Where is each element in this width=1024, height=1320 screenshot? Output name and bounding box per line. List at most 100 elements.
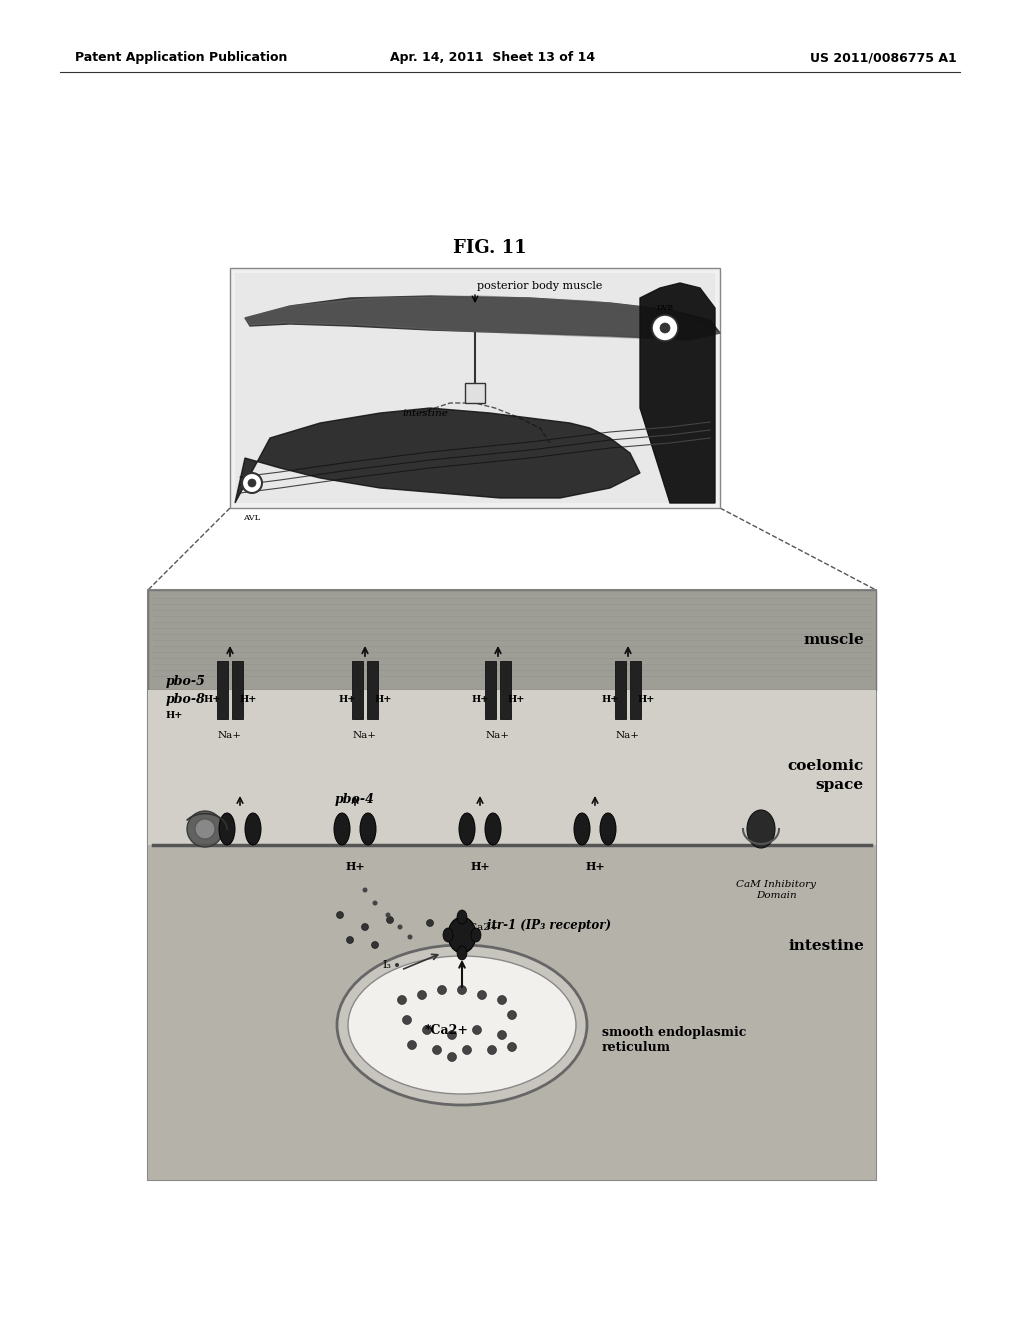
Circle shape [187,810,223,847]
Circle shape [372,941,379,949]
Bar [232,661,243,719]
Text: Na+: Na+ [616,730,640,739]
Text: Na+: Na+ [218,730,242,739]
Bar [148,590,876,690]
Text: H+: H+ [507,696,524,705]
Polygon shape [234,408,640,503]
Ellipse shape [449,917,476,953]
Circle shape [195,818,215,840]
Circle shape [397,924,402,929]
Polygon shape [640,282,715,503]
Circle shape [447,1031,457,1040]
Circle shape [362,887,368,892]
Bar [615,661,626,719]
Circle shape [660,323,670,333]
Bar [148,590,876,1180]
Circle shape [447,1052,457,1061]
Circle shape [498,995,507,1005]
Circle shape [452,929,459,936]
Text: FIG. 11: FIG. 11 [454,239,526,257]
Ellipse shape [443,928,453,942]
Text: pbo-4: pbo-4 [335,792,375,805]
Circle shape [652,315,678,341]
Text: H+: H+ [338,696,355,705]
Circle shape [395,964,399,968]
Ellipse shape [600,813,616,845]
Text: pbo-5: pbo-5 [166,676,206,689]
Circle shape [487,1045,497,1055]
Circle shape [472,1026,481,1035]
Text: Patent Application Publication: Patent Application Publication [75,51,288,65]
Text: I₃: I₃ [383,960,391,970]
Text: H+: H+ [601,696,618,705]
Ellipse shape [574,813,590,845]
Text: H+: H+ [470,862,489,873]
Text: smooth endoplasmic
reticulum: smooth endoplasmic reticulum [602,1026,746,1053]
Text: AVL: AVL [244,513,261,521]
Polygon shape [245,296,720,341]
Ellipse shape [457,909,467,924]
Circle shape [477,990,486,999]
Circle shape [386,916,393,924]
Circle shape [458,986,467,994]
Circle shape [346,936,353,944]
Circle shape [361,924,369,931]
Circle shape [427,920,433,927]
Text: CaM Inhibitory
Domain: CaM Inhibitory Domain [736,880,816,900]
Circle shape [508,1043,516,1052]
Text: pbo-8: pbo-8 [166,693,206,706]
Text: H+: H+ [345,862,365,873]
Text: H+: H+ [637,696,654,705]
Text: *Ca2+: *Ca2+ [425,1023,469,1036]
Text: coelomic
space: coelomic space [787,759,864,792]
Circle shape [432,1045,441,1055]
Circle shape [423,1026,431,1035]
Ellipse shape [746,810,775,847]
Text: H+: H+ [585,862,605,873]
Text: H+: H+ [166,711,183,721]
Ellipse shape [219,813,234,845]
Bar [500,661,511,719]
Bar [485,661,496,719]
Text: Apr. 14, 2011  Sheet 13 of 14: Apr. 14, 2011 Sheet 13 of 14 [390,51,595,65]
Circle shape [408,1040,417,1049]
Text: intestine: intestine [788,939,864,953]
Circle shape [385,912,390,917]
Text: intestine: intestine [402,408,447,417]
Ellipse shape [337,945,587,1105]
Text: Na+: Na+ [353,730,377,739]
Text: DVB: DVB [656,304,674,312]
Text: H+: H+ [471,696,488,705]
Bar [630,661,641,719]
Text: H+: H+ [375,696,392,705]
Ellipse shape [360,813,376,845]
Bar [234,273,715,503]
Bar [148,690,876,845]
Ellipse shape [485,813,501,845]
Bar [367,661,378,719]
Bar [217,661,228,719]
Ellipse shape [245,813,261,845]
Circle shape [337,912,343,919]
Ellipse shape [457,946,467,960]
Ellipse shape [459,813,475,845]
Text: muscle: muscle [803,634,864,647]
Bar [148,845,876,1180]
Text: *Ca2+: *Ca2+ [465,923,500,932]
Text: posterior body muscle: posterior body muscle [477,281,603,290]
Circle shape [463,1045,471,1055]
Circle shape [408,935,413,940]
Circle shape [508,1011,516,1019]
Circle shape [242,473,262,492]
Text: itr-1 (IP₃ receptor): itr-1 (IP₃ receptor) [487,919,611,932]
Text: H+: H+ [204,696,221,705]
Circle shape [402,1015,412,1024]
Circle shape [418,990,427,999]
Circle shape [498,1031,507,1040]
Text: Na+: Na+ [486,730,510,739]
Bar [352,661,362,719]
Circle shape [437,986,446,994]
Text: US 2011/0086775 A1: US 2011/0086775 A1 [810,51,956,65]
Bar [230,268,720,508]
Text: H+: H+ [240,696,257,705]
